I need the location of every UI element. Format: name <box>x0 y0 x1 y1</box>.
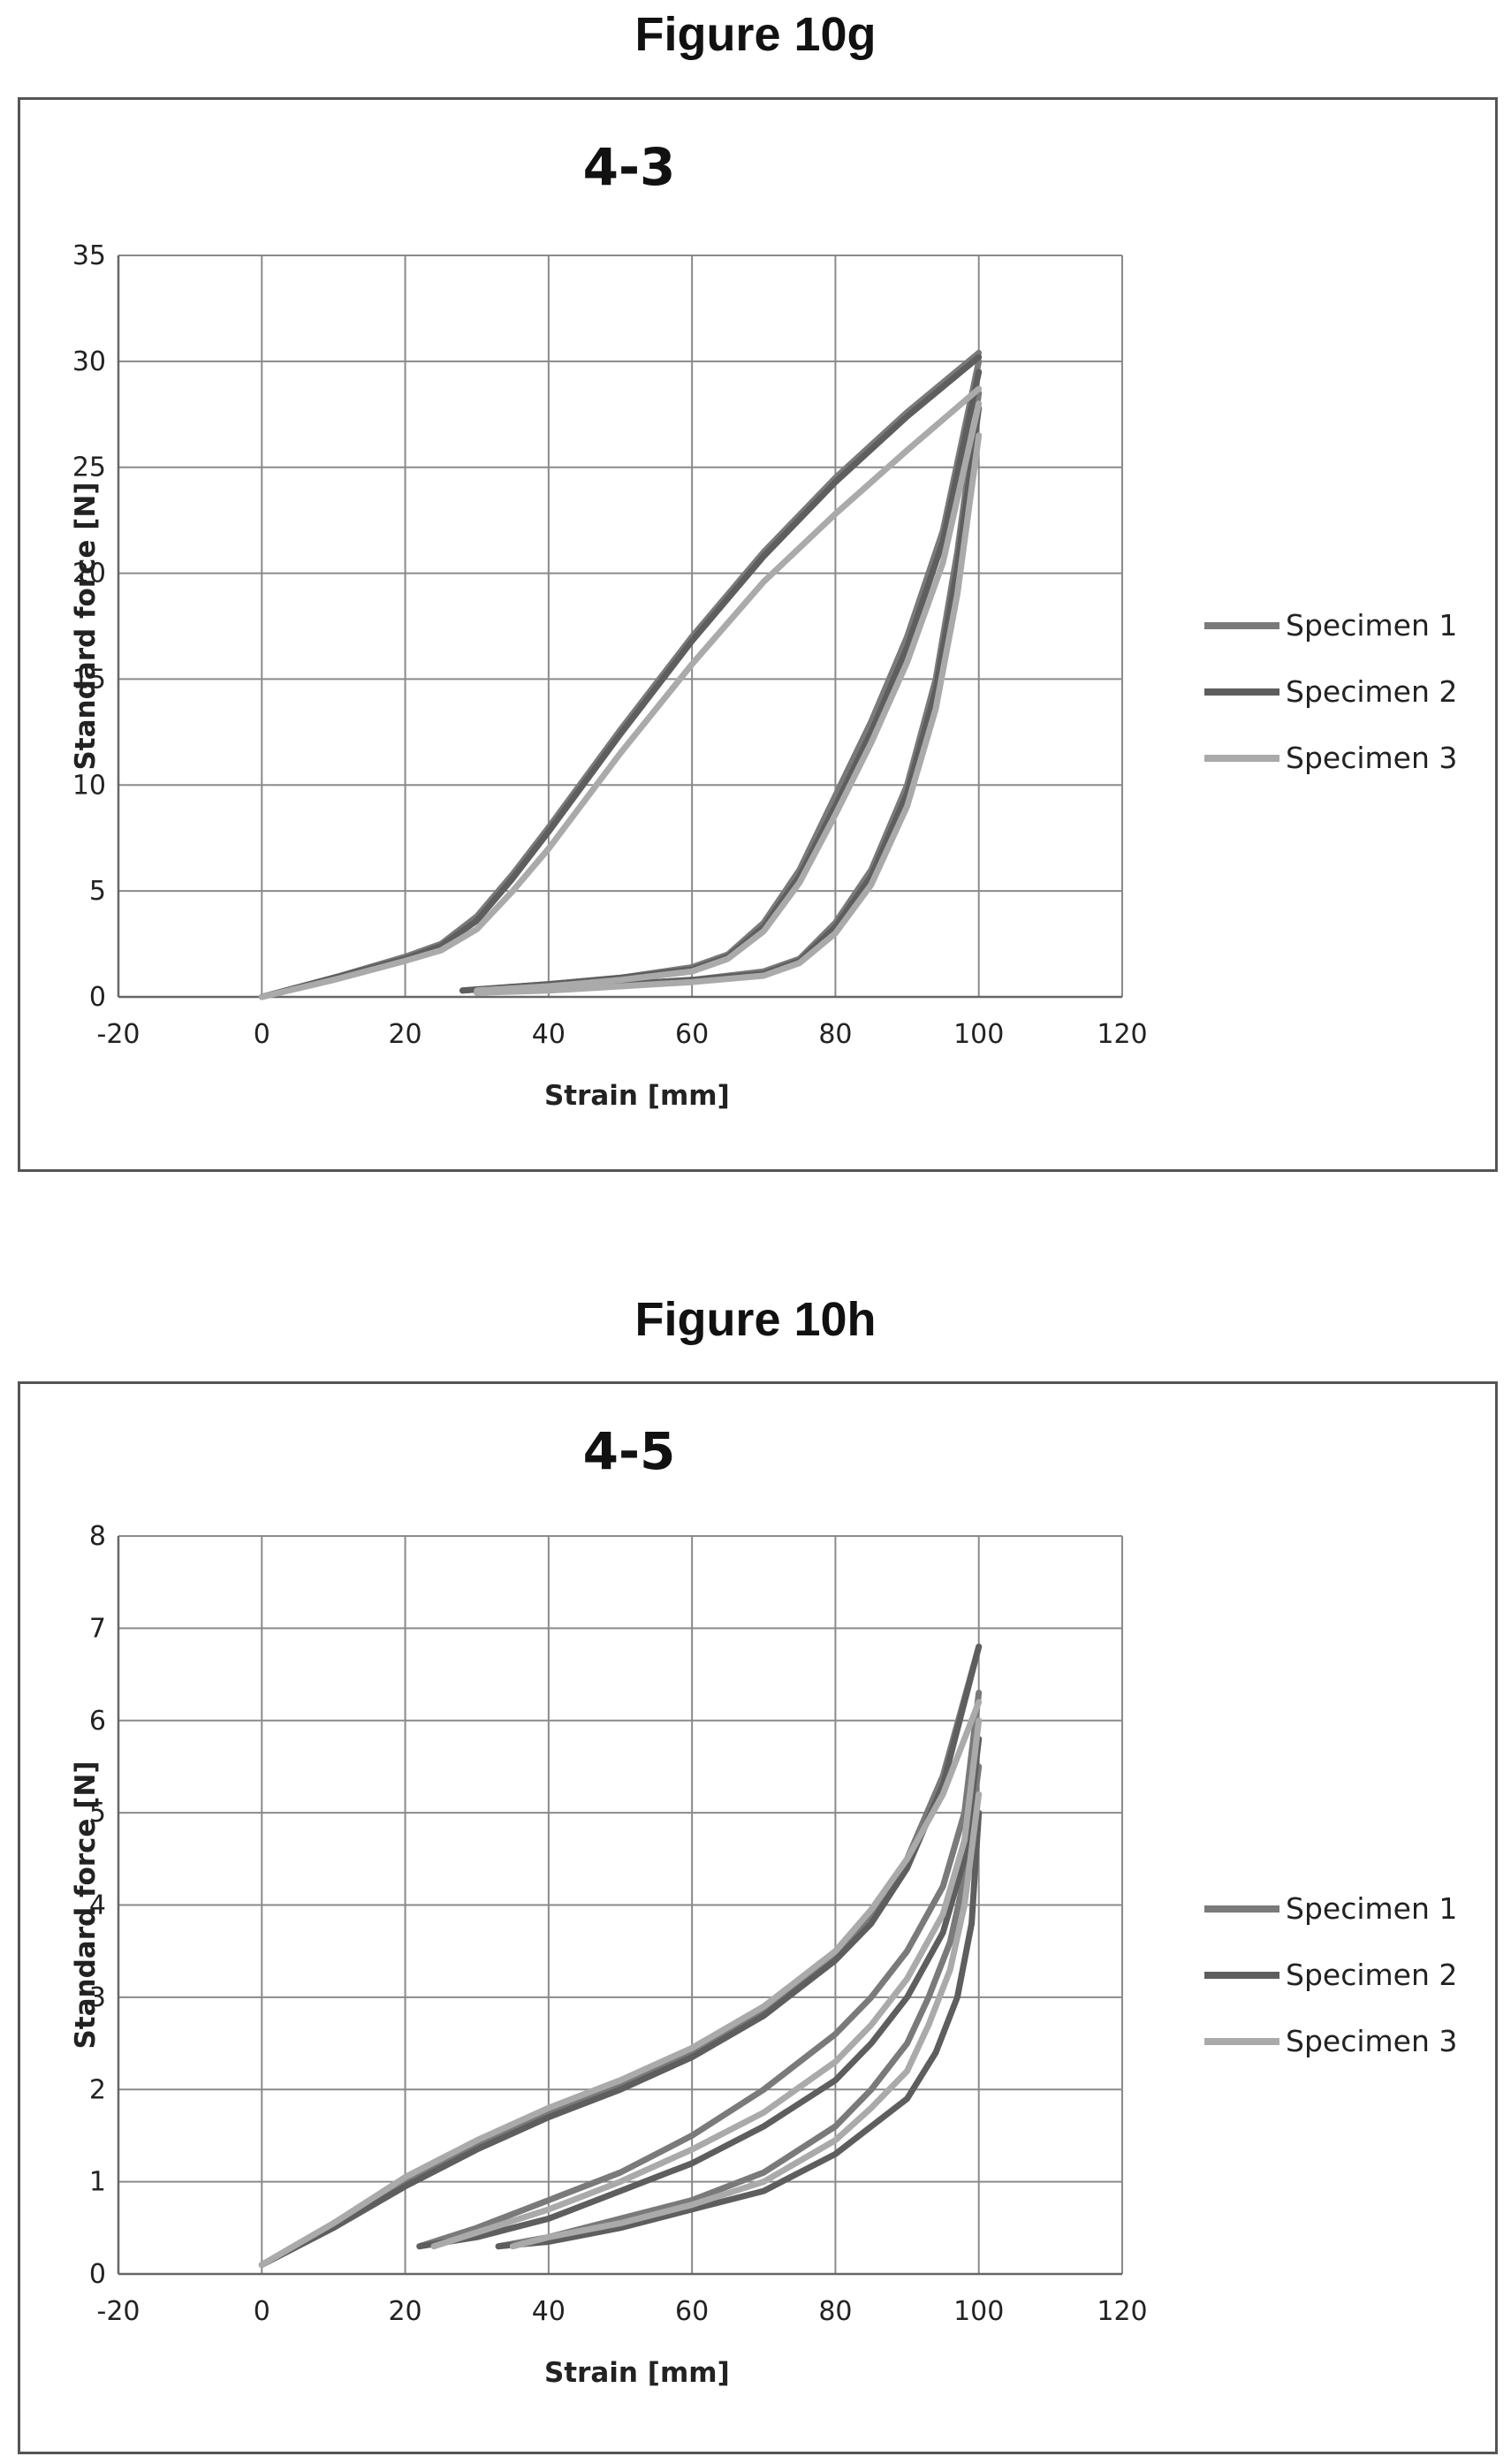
y-tick-label: 25 <box>72 452 106 483</box>
x-tick-label: 40 <box>532 1019 566 1050</box>
force-strain-chart-4-5: 4-5 -20 0 20 40 60 80 100 120 0 1 2 3 4 5 6 7 8 Strain [mm… <box>70 1421 1457 2389</box>
legend-entry: Specimen 3 <box>1286 2024 1457 2058</box>
y-tick-label: 5 <box>89 1798 106 1829</box>
series-1-curve-2 <box>416 1689 983 2250</box>
y-tick-label: 15 <box>72 664 106 695</box>
x-tick-label: 0 <box>254 2296 270 2327</box>
x-tick-label: 100 <box>953 2296 1004 2327</box>
chart-title: 4-5 <box>583 1421 676 1481</box>
x-tick-label: 100 <box>953 1019 1004 1050</box>
series-1 <box>258 1643 983 2269</box>
x-tick-label: 40 <box>532 2296 566 2327</box>
y-tick-label: 3 <box>89 1982 106 2013</box>
series-2-curve-3 <box>474 405 983 996</box>
series-3-curve-3 <box>509 1791 983 2250</box>
y-tick-label: 35 <box>72 240 106 271</box>
y-tick-label: 0 <box>89 2259 106 2290</box>
series-2 <box>258 1643 983 2269</box>
y-axis-label: Standard force [N] <box>70 482 102 770</box>
figure-label-10h: Figure 10h <box>634 1293 877 1346</box>
x-tick-label: 0 <box>254 1019 270 1050</box>
y-tick-label: 10 <box>72 770 106 801</box>
x-axis-label: Strain [mm] <box>544 2357 730 2389</box>
x-tick-label: 20 <box>388 1019 421 1050</box>
x-tick-label: 120 <box>1097 1019 1147 1050</box>
series-2-curve-1 <box>258 1643 983 2269</box>
series-3-curve-1 <box>258 1699 983 2269</box>
series-2-curve-3 <box>495 1809 983 2250</box>
series-3-curve-1 <box>258 385 983 1000</box>
series-3-curve-2 <box>430 1717 983 2250</box>
series-2-curve-1 <box>258 354 983 1000</box>
legend: Specimen 1 Specimen 2 Specimen 3 <box>1204 608 1457 775</box>
series-3 <box>258 1699 983 2269</box>
series-2 <box>258 354 983 1000</box>
y-tick-label: 5 <box>89 876 106 907</box>
x-axis-label: Strain [mm] <box>544 1080 730 1112</box>
x-tick-label: 80 <box>818 1019 852 1050</box>
force-strain-chart-4-3: 4-3 -20 0 20 40 60 80 100 120 0 5 10 15 20 25 30 35 Strai… <box>70 137 1457 1112</box>
y-tick-label: 8 <box>89 1521 106 1552</box>
grid-lines <box>118 1535 1123 2275</box>
x-tick-label: -20 <box>97 2296 140 2327</box>
y-tick-label: 4 <box>89 1890 106 1921</box>
figure-label-10g: Figure 10g <box>634 8 877 61</box>
legend-entry: Specimen 2 <box>1286 674 1457 709</box>
y-tick-label: 2 <box>89 2074 106 2105</box>
chart-title: 4-3 <box>583 137 676 197</box>
y-tick-label: 20 <box>72 559 106 589</box>
y-tick-label: 30 <box>72 346 106 377</box>
x-tick-label: 20 <box>388 2296 421 2327</box>
series-3-curve-3 <box>474 432 983 996</box>
chart-frame-10h: 4-5 -20 0 20 40 60 80 100 120 0 1 2 3 4 5 6 7 8 Strain [mm… <box>18 1381 1498 2454</box>
legend-entry: Specimen 3 <box>1286 741 1457 775</box>
chart-frame-10g: 4-3 -20 0 20 40 60 80 100 120 0 5 10 15 20 25 30 35 Strai… <box>18 97 1498 1172</box>
x-tick-label: 80 <box>818 2296 852 2327</box>
series-3-curve-2 <box>474 400 983 994</box>
y-tick-label: 1 <box>89 2167 106 2198</box>
series-3 <box>258 385 983 1000</box>
x-tick-label: 60 <box>675 1019 709 1050</box>
y-tick-label: 0 <box>89 982 106 1013</box>
x-tick-label: 120 <box>1097 2296 1147 2327</box>
legend-entry: Specimen 1 <box>1286 608 1457 643</box>
y-tick-label: 6 <box>89 1706 106 1737</box>
series-1-curve-3 <box>474 390 983 996</box>
legend-entry: Specimen 1 <box>1286 1891 1457 1926</box>
series-1-curve-3 <box>495 1763 983 2250</box>
legend-entry: Specimen 2 <box>1286 1958 1457 1992</box>
y-axis-label: Standard force [N] <box>70 1761 102 2049</box>
y-tick-label: 7 <box>89 1613 106 1644</box>
series-2-curve-2 <box>416 1736 983 2250</box>
x-tick-label: -20 <box>97 1019 140 1050</box>
legend: Specimen 1 Specimen 2 Specimen 3 <box>1204 1891 1457 2058</box>
x-tick-label: 60 <box>675 2296 709 2327</box>
